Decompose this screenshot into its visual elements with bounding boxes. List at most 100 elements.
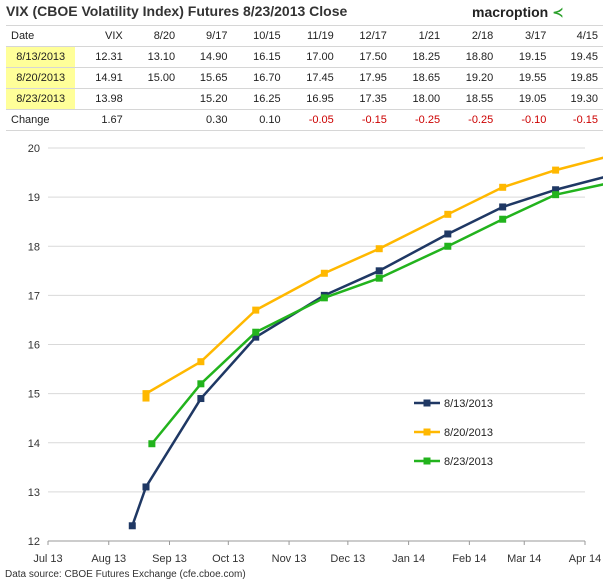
series-line: [150, 183, 603, 445]
legend-marker: [423, 428, 431, 436]
table-cell: 18.65: [391, 67, 446, 89]
column-header: 3/17: [498, 25, 552, 47]
table-cell: 18.25: [391, 46, 446, 68]
table-row: 8/13/2013 12.31 13.10 14.90 16.15 17.00 …: [6, 46, 603, 68]
table-cell: 12.31: [75, 46, 128, 68]
change-cell: 0.10: [232, 109, 286, 131]
column-header: 8/20: [127, 25, 181, 47]
data-point: [197, 380, 205, 388]
data-point: [320, 294, 328, 302]
legend-label: 8/23/2013: [444, 456, 493, 468]
y-tick-label: 16: [28, 340, 40, 352]
table-cell: 17.00: [285, 46, 339, 68]
y-tick-label: 17: [28, 290, 40, 302]
table-cell: 19.30: [551, 88, 603, 110]
table-cell: 19.15: [498, 46, 552, 68]
change-cell: -0.25: [445, 109, 499, 131]
data-point: [444, 210, 452, 218]
brand-name: macroption: [472, 4, 549, 20]
y-tick-label: 14: [28, 438, 40, 450]
change-cell: -0.10: [498, 109, 552, 131]
row-date-label: 8/23/2013: [6, 88, 76, 110]
y-tick-label: 20: [28, 143, 40, 155]
data-point: [197, 358, 205, 366]
table-cell: 15.00: [127, 67, 181, 89]
change-row: Change 1.67 0.30 0.10 -0.05 -0.15 -0.25 …: [6, 109, 603, 131]
table-cell: 16.70: [232, 67, 286, 89]
table-cell: 14.91: [75, 67, 128, 89]
row-change-label: Change: [6, 109, 76, 131]
change-cell: -0.05: [285, 109, 339, 131]
data-point: [128, 522, 136, 530]
table-cell: 16.25: [232, 88, 286, 110]
data-point: [142, 390, 150, 398]
data-point: [499, 215, 507, 223]
change-cell: 1.67: [75, 109, 128, 131]
table-row: 8/23/2013 13.98 15.20 16.25 16.95 17.35 …: [6, 88, 603, 110]
y-tick-label: 13: [28, 487, 40, 499]
chart-title: VIX (CBOE Volatility Index) Futures 8/23…: [6, 3, 348, 19]
data-point: [320, 269, 328, 277]
x-tick-label: Feb 14: [452, 553, 486, 565]
table-cell: 19.85: [551, 67, 603, 89]
change-cell: -0.15: [551, 109, 603, 131]
y-tick-label: 19: [28, 192, 40, 204]
x-tick-label: Aug 13: [91, 553, 126, 565]
brand-logo: macroption ≺: [472, 4, 564, 21]
data-point: [197, 395, 205, 403]
table-cell: [127, 88, 181, 110]
change-cell: -0.25: [391, 109, 446, 131]
table-cell: 19.45: [551, 46, 603, 68]
x-tick-label: Mar 14: [507, 553, 541, 565]
change-cell: -0.15: [338, 109, 392, 131]
table-cell: 17.50: [338, 46, 392, 68]
data-point: [375, 274, 383, 282]
data-point: [252, 306, 260, 314]
data-point: [499, 203, 507, 211]
table-cell: 17.35: [338, 88, 392, 110]
column-header: 1/21: [391, 25, 446, 47]
series-line: [144, 156, 603, 399]
data-point: [142, 483, 150, 491]
row-date-label: 8/13/2013: [6, 46, 76, 68]
table-cell: 13.98: [75, 88, 128, 110]
table-row: 8/20/2013 14.91 15.00 15.65 16.70 17.45 …: [6, 67, 603, 89]
x-tick-label: Apr 14: [569, 553, 601, 565]
data-point: [142, 394, 150, 402]
x-tick-label: Oct 13: [212, 553, 244, 565]
table-cell: 18.55: [445, 88, 499, 110]
table-cell: 19.55: [498, 67, 552, 89]
x-tick-label: Jan 14: [392, 553, 425, 565]
table-cell: 16.95: [285, 88, 339, 110]
x-tick-label: Sep 13: [152, 553, 187, 565]
series-line: [131, 176, 603, 527]
legend-marker: [423, 457, 431, 465]
column-header: Date: [6, 25, 76, 47]
table-cell: 19.05: [498, 88, 552, 110]
table-header-row: Date VIX 8/20 9/17 10/15 11/19 12/17 1/2…: [6, 25, 603, 47]
data-source-note: Data source: CBOE Futures Exchange (cfe.…: [5, 569, 246, 580]
row-date-label: 8/20/2013: [6, 67, 76, 89]
legend-label: 8/20/2013: [444, 427, 493, 439]
table-cell: 14.90: [180, 46, 233, 68]
table-cell: 16.15: [232, 46, 286, 68]
y-tick-label: 12: [28, 536, 40, 548]
data-point: [252, 333, 260, 341]
table-cell: 15.65: [180, 67, 233, 89]
x-tick-label: Nov 13: [272, 553, 307, 565]
data-point: [552, 186, 560, 194]
column-header: 4/15: [551, 25, 603, 47]
change-cell: [127, 109, 181, 131]
data-point: [375, 267, 383, 275]
y-tick-label: 15: [28, 389, 40, 401]
data-point: [552, 191, 560, 199]
table-cell: 15.20: [180, 88, 233, 110]
data-point: [375, 245, 383, 253]
column-header: 10/15: [232, 25, 286, 47]
table-cell: 13.10: [127, 46, 181, 68]
column-header: VIX: [75, 25, 128, 47]
column-header: 2/18: [445, 25, 499, 47]
legend-marker: [423, 399, 431, 407]
table-cell: 17.45: [285, 67, 339, 89]
vix-futures-line-chart: 12 13 14 15 16 17 18 19 20 Jul 13 Aug 13 Sep 13 Oct …: [28, 143, 603, 565]
